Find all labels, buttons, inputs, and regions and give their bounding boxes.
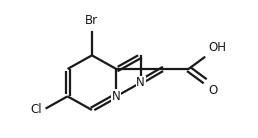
Text: Br: Br xyxy=(85,14,99,27)
Text: OH: OH xyxy=(209,41,227,54)
Text: O: O xyxy=(209,84,218,97)
Text: Cl: Cl xyxy=(30,104,42,116)
Text: N: N xyxy=(136,76,145,89)
Text: N: N xyxy=(112,90,121,103)
